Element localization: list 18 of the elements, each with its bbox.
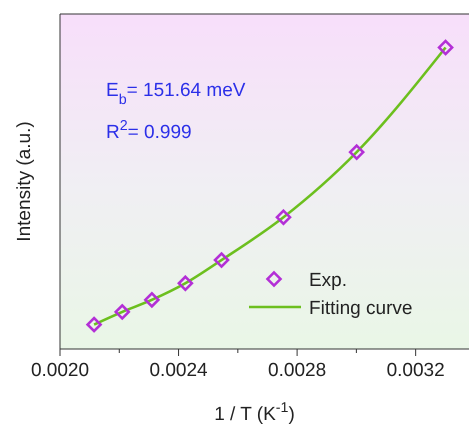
x-axis-title: 1 / T (K$^{-1}$) <box>214 400 295 425</box>
point <box>86 316 102 332</box>
point <box>114 304 130 320</box>
point <box>276 209 292 226</box>
point <box>214 252 230 268</box>
annotation: R$^{2}$= 0.999 <box>106 118 192 143</box>
legend-label: Fitting curve <box>309 298 412 319</box>
legend-label: Exp. <box>309 270 348 291</box>
x-tick-label: 0.0028 <box>268 360 326 381</box>
point <box>438 40 454 56</box>
point <box>178 275 194 292</box>
text: 0.0020 <box>30 360 90 381</box>
annotation: E$_{b}$= 151.64 meV <box>106 80 246 108</box>
x-tick-label: 0.0032 <box>386 360 445 381</box>
point <box>348 144 364 160</box>
y-axis-title: Intensity (a.u.) <box>14 121 35 242</box>
point <box>144 292 160 308</box>
x-tick-label: 0.0024 <box>149 360 208 381</box>
